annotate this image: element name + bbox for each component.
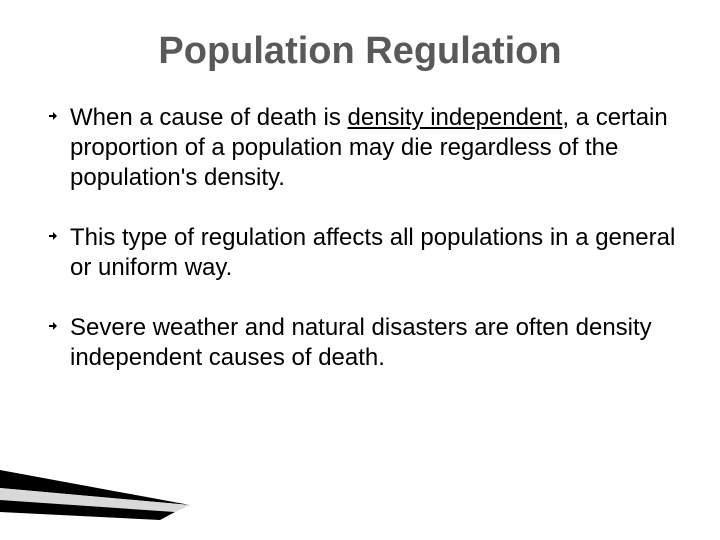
bullet-text-pre: This type of regulation affects all popu…: [70, 224, 675, 281]
slide-title: Population Regulation: [40, 30, 680, 73]
accent-stripe-2: [0, 488, 190, 512]
bullet-text: Severe weather and natural disasters are…: [70, 314, 652, 371]
key-term: density independent: [348, 104, 563, 131]
bullet-text-pre: When a cause of death is: [70, 104, 348, 131]
corner-accent: [0, 470, 200, 520]
slide: Population Regulation When a cause of de…: [0, 0, 720, 540]
bullet-item: When a cause of death is density indepen…: [46, 103, 680, 193]
bullet-text-pre: Severe weather and natural disasters are…: [70, 314, 652, 371]
bullet-list: When a cause of death is density indepen…: [40, 103, 680, 373]
bullet-item: Severe weather and natural disasters are…: [46, 313, 680, 373]
bullet-text: This type of regulation affects all popu…: [70, 224, 675, 281]
bullet-text: When a cause of death is density indepen…: [70, 104, 668, 191]
bullet-glyph-icon: [46, 229, 60, 243]
bullet-glyph-icon: [46, 319, 60, 333]
bullet-glyph-icon: [46, 109, 60, 123]
accent-stripe-1: [0, 470, 190, 505]
accent-stripe-3: [0, 500, 175, 520]
bullet-item: This type of regulation affects all popu…: [46, 223, 680, 283]
